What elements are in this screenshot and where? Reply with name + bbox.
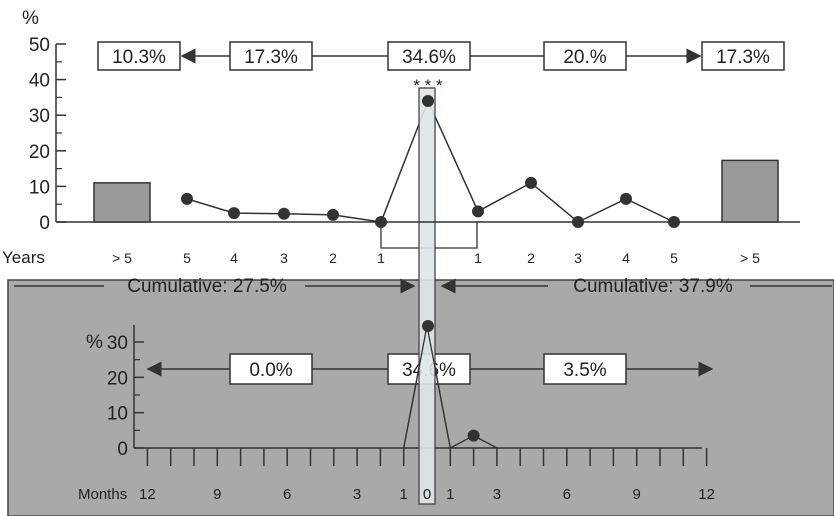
bottom-y-tick-label: 10: [107, 404, 128, 425]
bottom-x-tick-label: 3: [353, 486, 361, 503]
top-x-tick-label: 1: [377, 250, 385, 266]
top-x-tick-label: 4: [230, 250, 238, 266]
top-bar-over-5-left: [93, 182, 151, 223]
top-data-point: [668, 216, 680, 228]
top-y-tick-label: 50: [29, 35, 50, 56]
bottom-center-overlay: [403, 320, 451, 449]
top-x-tick-label: 5: [670, 250, 678, 266]
bottom-unit-label: %: [86, 332, 103, 353]
bottom-x-tick-label: 9: [633, 486, 641, 503]
top-data-point: [375, 216, 387, 228]
top-data-point: [525, 176, 537, 189]
bottom-x-tick-label: 12: [139, 486, 156, 503]
top-center-point: [422, 94, 434, 107]
top-box-1: [97, 41, 181, 71]
top-x-tick-label: 3: [574, 250, 582, 266]
bottom-center-point: [422, 320, 434, 332]
top-x-tick-label: > 5: [740, 250, 760, 266]
top-box-5-label: 17.3%: [716, 47, 770, 68]
top-box-4-label: 20.%: [563, 47, 606, 68]
top-data-point: [327, 208, 339, 221]
top-y-tick-label: 20: [29, 142, 50, 163]
top-data-point: [278, 207, 290, 220]
top-x-tick-label: 1: [474, 250, 482, 266]
top-x-tick-label: 3: [280, 250, 288, 266]
top-box-5: [701, 41, 785, 71]
bottom-x-tick-label: 1: [446, 486, 454, 503]
top-data-point: [620, 192, 632, 205]
top-y-tick-label: 40: [29, 71, 50, 92]
cumulative-left-label: Cumulative: 27.5%: [127, 276, 287, 297]
top-y-tick-label: 10: [29, 177, 50, 198]
bottom-box-1-label: 0.0%: [249, 360, 292, 381]
bottom-x-tick-label: 3: [493, 486, 501, 503]
cumulative-right-label: Cumulative: 37.9%: [573, 276, 733, 297]
bottom-y-ticks: 0 10 20 30: [107, 333, 144, 460]
top-data-point: [572, 216, 584, 228]
top-box-2-label: 17.3%: [244, 47, 298, 68]
top-box-3-label: 34.6%: [402, 47, 456, 68]
top-unit-label: %: [22, 8, 39, 29]
top-bar-over-5-right: [721, 159, 779, 223]
bottom-box-3: [543, 353, 627, 385]
top-center-overlay: [419, 94, 435, 223]
bottom-x-ticks: 12 9 6 3 1 1 3 6 9 12: [139, 448, 715, 503]
significance-stars: * * *: [413, 76, 443, 95]
bottom-y-tick-label: 20: [107, 368, 128, 389]
bottom-box-3-label: 3.5%: [563, 360, 606, 381]
bottom-data-point: [467, 429, 480, 442]
bottom-x-tick-label: 6: [563, 486, 571, 503]
top-data-point: [228, 207, 240, 220]
bottom-x-tick-label: 1: [400, 486, 408, 503]
center-highlight-column: [418, 87, 436, 505]
top-y-tick-label: 30: [29, 106, 50, 127]
top-x-label: Years: [2, 248, 45, 267]
top-y-ticks: 0 10 20 30 40 50: [29, 35, 66, 234]
top-chart: % 0 10 20 30 40 50 > 5 5 4 3 2 1 1 2 3 4 5 > 5 Years 10.…: [2, 8, 832, 297]
bottom-x-tick-label: 9: [213, 486, 221, 503]
top-x-tick-label: 4: [622, 250, 630, 266]
bottom-x-tick-label: 6: [283, 486, 291, 503]
top-x-tick-label: > 5: [112, 250, 132, 266]
bottom-y-tick-label: 30: [107, 333, 128, 354]
bottom-x-tick-label: 12: [698, 486, 715, 503]
bottom-x-tick-zero: 0: [423, 486, 431, 503]
top-x-tick-label: 2: [329, 250, 337, 266]
top-box-1-label: 10.3%: [112, 47, 166, 68]
top-bars: [93, 159, 779, 223]
top-x-ticks: > 5 5 4 3 2 1 1 2 3 4 5 > 5: [112, 250, 760, 266]
top-x-tick-label: 5: [183, 250, 191, 266]
top-y-tick-label: 0: [39, 213, 50, 234]
top-data-point: [181, 192, 193, 205]
top-x-tick-label: 2: [527, 250, 535, 266]
top-box-4: [543, 41, 627, 71]
bottom-x-label: Months: [78, 486, 127, 503]
bottom-y-tick-label: 0: [117, 439, 128, 460]
top-data-point: [472, 205, 484, 218]
